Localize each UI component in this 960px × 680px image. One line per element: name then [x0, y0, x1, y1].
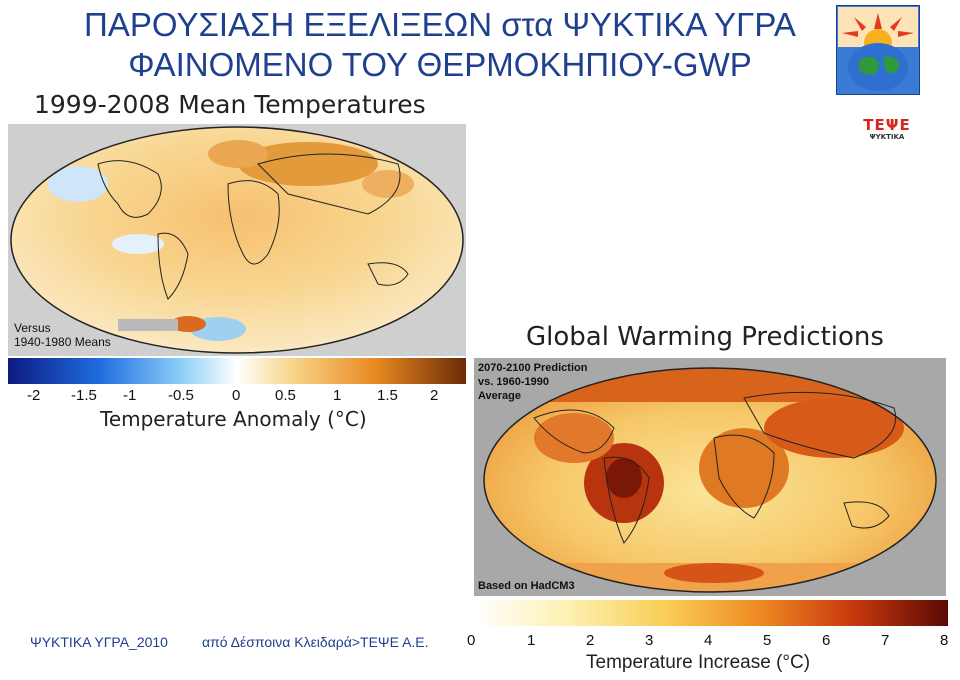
- map2-tick-2: 2: [586, 632, 595, 649]
- map2-source: Based on HadCM3: [478, 580, 575, 592]
- map2-tick-3: 3: [645, 632, 654, 649]
- map1-color-scale: [8, 358, 466, 384]
- map1-tick-6: 1: [333, 387, 342, 404]
- map1-tick-3: -0.5: [168, 387, 194, 404]
- map1-note-line2: 1940-1980 Means: [14, 335, 111, 349]
- map1-tick-5: 0.5: [275, 387, 296, 404]
- page-title-line1: ΠΑΡΟΥΣΙΑΣΗ ΕΞΕΛΙΞΕΩΝ στα ΨΥΚΤΙΚΑ ΥΓΡΑ: [84, 6, 796, 43]
- map2-tick-1: 1: [527, 632, 536, 649]
- map2-note-line3: Average: [478, 390, 522, 402]
- page-title-line2: ΦΑΙΝΟΜΕΝΟ ΤΟΥ ΘΕΡΜΟΚΗΠΙΟΥ-GWP: [128, 46, 752, 83]
- map2-tick-6: 6: [822, 632, 831, 649]
- map1-tick-0: -2: [27, 387, 41, 404]
- map2-note-line2: vs. 1960-1990: [478, 376, 549, 388]
- map2-tick-0: 0: [467, 632, 476, 649]
- map1-note-line1: Versus: [14, 321, 51, 335]
- tepse-logo: ΤΕΨΕ ΨΥΚΤΙΚΑ: [856, 117, 918, 147]
- map1-tick-7: 1.5: [377, 387, 398, 404]
- footer-left: ΨΥΚΤΙΚΑ ΥΓΡΑ_2010: [30, 634, 168, 650]
- sun-globe-logo: [836, 5, 920, 95]
- map2-tick-4: 4: [704, 632, 713, 649]
- map2-note-line1: 2070-2100 Prediction: [478, 362, 588, 374]
- tepse-logo-subtitle: ΨΥΚΤΙΚΑ: [869, 133, 905, 141]
- map2-title: Global Warming Predictions: [526, 322, 884, 352]
- map1-tick-1: -1.5: [71, 387, 97, 404]
- map2-color-scale: [474, 600, 948, 626]
- map2-tick-5: 5: [763, 632, 772, 649]
- map1-panel: [8, 124, 466, 356]
- map2-scale-label: Temperature Increase (°C): [586, 652, 811, 673]
- map1-scale-label: Temperature Anomaly (°C): [100, 407, 367, 431]
- footer-right: από Δέσποινα Κλειδαρά>ΤΕΨΕ Α.Ε.: [202, 634, 429, 650]
- map1-title: 1999-2008 Mean Temperatures: [34, 90, 426, 119]
- map2-tick-7: 7: [881, 632, 890, 649]
- map2-tick-8: 8: [940, 632, 949, 649]
- map1-tick-2: -1: [123, 387, 137, 404]
- map2-panel: [474, 358, 946, 596]
- map1-tick-4: 0: [232, 387, 241, 404]
- map1-tick-8: 2: [430, 387, 439, 404]
- tepse-logo-brand: ΤΕΨΕ: [863, 116, 911, 134]
